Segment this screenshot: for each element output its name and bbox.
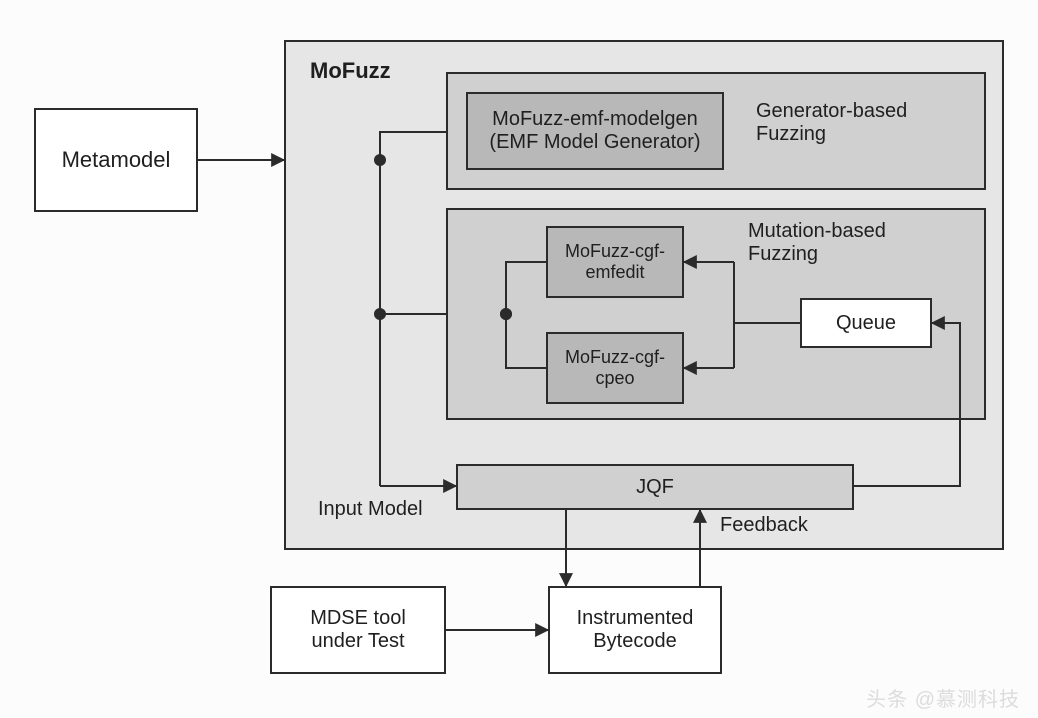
queue-label: Queue [836,312,896,335]
cgf-emfedit-label: MoFuzz-cgf- emfedit [565,241,665,283]
emf-modelgen-label: MoFuzz-emf-modelgen (EMF Model Generator… [489,108,700,154]
mutation-label: Mutation-based Fuzzing [748,220,886,266]
input-model-label: Input Model [318,498,423,521]
node-emf-modelgen: MoFuzz-emf-modelgen (EMF Model Generator… [466,92,724,170]
bytecode-label: Instrumented Bytecode [577,607,694,653]
mofuzz-title: MoFuzz [310,58,391,84]
node-jqf: JQF [456,464,854,510]
node-queue: Queue [800,298,932,348]
cgf-cpeo-label: MoFuzz-cgf- cpeo [565,347,665,389]
diagram-canvas: Metamodel MoFuzz MoFuzz-emf-modelgen (EM… [0,0,1038,718]
mdse-label: MDSE tool under Test [310,607,406,653]
feedback-label: Feedback [720,514,808,537]
node-metamodel: Metamodel [34,108,198,212]
node-instrumented-bytecode: Instrumented Bytecode [548,586,722,674]
generator-label: Generator-based Fuzzing [756,100,907,146]
node-metamodel-label: Metamodel [62,147,171,173]
node-mdse-tool: MDSE tool under Test [270,586,446,674]
jqf-label: JQF [636,476,674,499]
node-cgf-emfedit: MoFuzz-cgf- emfedit [546,226,684,298]
node-cgf-cpeo: MoFuzz-cgf- cpeo [546,332,684,404]
watermark: 头条 @慕测科技 [866,683,1020,712]
